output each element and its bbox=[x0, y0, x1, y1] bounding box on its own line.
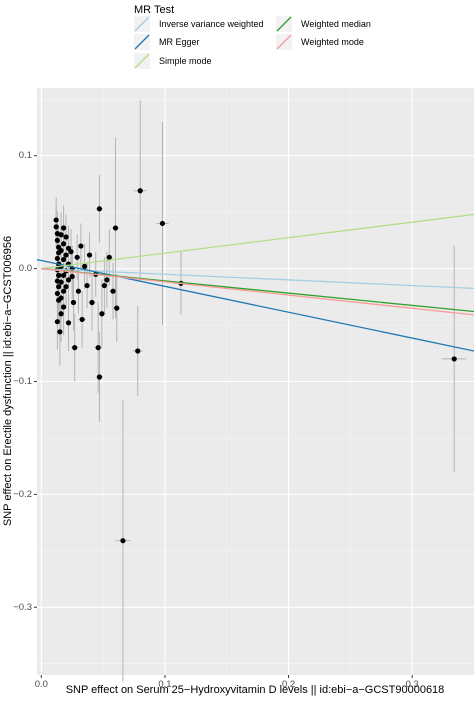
data-point bbox=[63, 234, 69, 240]
legend-entry: Simple mode bbox=[134, 53, 212, 69]
data-point bbox=[68, 249, 74, 255]
data-point bbox=[54, 237, 60, 243]
data-point bbox=[69, 273, 75, 280]
data-point bbox=[95, 345, 101, 351]
x-tick-label: 0.0 bbox=[35, 679, 48, 690]
data-point bbox=[135, 348, 141, 354]
data-point bbox=[58, 311, 64, 317]
data-point bbox=[60, 225, 67, 231]
data-point bbox=[78, 243, 84, 249]
data-point bbox=[72, 345, 78, 351]
data-point bbox=[84, 282, 90, 289]
x-tick-label: 0.1 bbox=[158, 679, 171, 690]
data-point bbox=[75, 288, 82, 294]
x-axis-ticks: 0.0 0.1 0.2 0.3 bbox=[35, 675, 419, 690]
data-point bbox=[58, 279, 64, 285]
legend-key-line bbox=[134, 53, 150, 69]
legend-title: MR Test bbox=[134, 4, 174, 16]
data-point bbox=[79, 316, 85, 323]
data-point bbox=[96, 206, 103, 212]
data-point bbox=[60, 288, 67, 294]
data-point bbox=[63, 252, 69, 258]
legend: MR Test Inverse variance weighted MR Egge… bbox=[134, 4, 371, 69]
x-tick-label: 0.3 bbox=[406, 679, 419, 690]
data-point bbox=[451, 356, 457, 362]
data-point bbox=[112, 225, 119, 231]
data-point bbox=[54, 255, 60, 262]
x-axis-title: SNP effect on Serum 25−Hydroxyvitamin D … bbox=[66, 684, 445, 696]
data-point bbox=[56, 284, 62, 290]
data-point bbox=[96, 374, 103, 380]
y-axis-title: SNP effect on Erectile dysfunction || id… bbox=[2, 236, 14, 526]
legend-entry: MR Egger bbox=[134, 34, 200, 50]
legend-entry: Inverse variance weighted bbox=[134, 16, 264, 32]
data-point bbox=[60, 241, 67, 247]
legend-label: MR Egger bbox=[159, 37, 200, 47]
fit-lines bbox=[36, 213, 474, 352]
data-point bbox=[70, 299, 77, 306]
data-point bbox=[106, 254, 112, 260]
grid-major bbox=[37, 88, 474, 675]
data-point bbox=[60, 304, 67, 310]
data-point bbox=[110, 288, 116, 294]
data-point bbox=[54, 319, 60, 325]
data-point bbox=[58, 295, 64, 301]
data-point bbox=[159, 220, 166, 227]
legend-key-line bbox=[134, 34, 150, 50]
data-point bbox=[120, 538, 126, 544]
legend-label: Simple mode bbox=[159, 56, 212, 66]
legend-label: Weighted median bbox=[301, 19, 371, 29]
legend-key-line bbox=[276, 34, 292, 50]
legend-entry: Weighted mode bbox=[276, 34, 364, 50]
data-point bbox=[60, 272, 67, 278]
data-point bbox=[53, 217, 59, 223]
data-point bbox=[56, 272, 62, 278]
legend-key-line bbox=[134, 16, 150, 32]
legend-label: Weighted mode bbox=[301, 37, 364, 47]
data-point bbox=[81, 263, 88, 269]
data-point bbox=[74, 254, 80, 260]
fit-line bbox=[41, 267, 474, 290]
data-point bbox=[86, 252, 93, 258]
data-point bbox=[101, 282, 107, 289]
data-point bbox=[65, 277, 72, 283]
data-point bbox=[57, 329, 63, 335]
fit-line bbox=[41, 267, 474, 316]
data-point bbox=[89, 299, 95, 306]
y-tick-label: −0.1 bbox=[13, 376, 32, 387]
legend-label: Inverse variance weighted bbox=[159, 19, 264, 29]
data-point bbox=[63, 284, 69, 290]
data-point bbox=[65, 320, 72, 326]
y-tick-label: 0.1 bbox=[19, 150, 32, 161]
data-point bbox=[137, 188, 143, 194]
x-tick-label: 0.2 bbox=[282, 679, 295, 690]
data-point bbox=[58, 232, 64, 238]
legend-key-line bbox=[276, 16, 292, 32]
legend-entry: Weighted median bbox=[276, 16, 371, 32]
data-point bbox=[53, 224, 59, 230]
y-tick-label: −0.2 bbox=[13, 489, 32, 500]
grid-minor bbox=[37, 88, 474, 675]
y-axis-ticks: 0.1 0.0 −0.1 −0.2 −0.3 bbox=[13, 150, 37, 613]
y-tick-label: 0.0 bbox=[19, 263, 32, 274]
data-point bbox=[54, 290, 60, 297]
y-tick-label: −0.3 bbox=[13, 602, 32, 613]
data-point bbox=[114, 305, 120, 311]
data-points bbox=[53, 188, 457, 544]
data-point bbox=[60, 256, 67, 263]
data-point bbox=[104, 277, 110, 283]
data-point bbox=[99, 311, 105, 317]
data-point bbox=[58, 247, 64, 254]
fit-line bbox=[41, 213, 474, 270]
